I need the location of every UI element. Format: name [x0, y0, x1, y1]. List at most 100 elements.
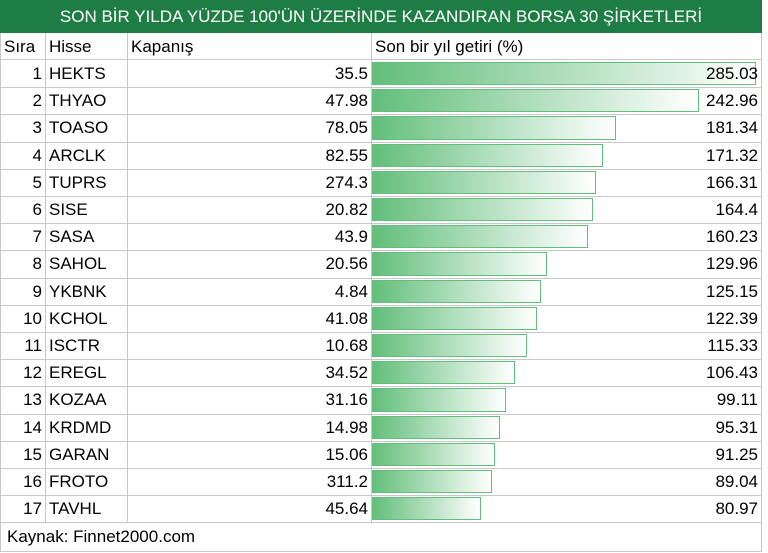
cell: 80.97: [372, 495, 762, 524]
cell: 7: [0, 223, 46, 252]
cell: SISE: [46, 196, 128, 225]
cell: 16: [0, 468, 46, 497]
cell-text: 122.39: [706, 308, 758, 328]
cell-text: 95.31: [715, 417, 758, 437]
cell: 12: [0, 359, 46, 388]
title: SON BİR YILDA YÜZDE 100'ÜN ÜZERİNDE KAZA…: [0, 0, 762, 33]
cell: 43.9: [128, 223, 372, 252]
cell: 242.96: [372, 87, 762, 116]
data-bar: [372, 252, 548, 276]
cell-text: 160.23: [706, 227, 758, 247]
cell-text: 166.31: [706, 172, 758, 192]
cell: 3: [0, 114, 46, 143]
cell: 8: [0, 250, 46, 279]
cell: 10: [0, 304, 46, 333]
cell: 89.04: [372, 468, 762, 497]
source: Kaynak: Finnet2000.com: [0, 522, 762, 552]
data-bar: [372, 415, 501, 439]
cell-text: 125.15: [706, 281, 758, 301]
cell: 41.08: [128, 304, 372, 333]
data-bar: [372, 62, 756, 86]
column-header: Hisse: [46, 33, 128, 60]
cell: 82.55: [128, 141, 372, 170]
cell: SASA: [46, 223, 128, 252]
cell: 115.33: [372, 332, 762, 361]
cell: KCHOL: [46, 304, 128, 333]
cell-text: 115.33: [707, 336, 758, 355]
data-bar: [372, 170, 597, 194]
cell: 15.06: [128, 440, 372, 469]
cell: 13: [0, 386, 46, 415]
cell: YKBNK: [46, 277, 128, 306]
cell: 129.96: [372, 250, 762, 279]
cell: ISCTR: [46, 332, 128, 361]
data-bar: [372, 388, 506, 412]
data-bar: [372, 334, 528, 358]
cell: 34.52: [128, 359, 372, 388]
cell: 4: [0, 141, 46, 170]
cell: 6: [0, 196, 46, 225]
cell-text: 129.96: [706, 254, 758, 274]
cell: 125.15: [372, 277, 762, 306]
data-bar: [372, 225, 588, 249]
cell: FROTO: [46, 468, 128, 497]
cell: 4.84: [128, 277, 372, 306]
cell: GARAN: [46, 440, 128, 469]
data-bar: [372, 442, 495, 466]
cell: 95.31: [372, 413, 762, 442]
data-bar: [372, 470, 492, 494]
column-header: Kapanış: [128, 33, 372, 60]
cell: 160.23: [372, 223, 762, 252]
cell-text: 242.96: [706, 91, 758, 111]
data-bar: [372, 306, 537, 330]
cell: EREGL: [46, 359, 128, 388]
cell-text: 285.03: [706, 64, 758, 83]
cell: 2: [0, 87, 46, 116]
cell: THYAO: [46, 87, 128, 116]
data-bar: [372, 89, 700, 113]
data-bar: [372, 497, 482, 521]
cell: KRDMD: [46, 413, 128, 442]
cell-text: 80.97: [715, 499, 758, 519]
cell: 171.32: [372, 141, 762, 170]
data-bar: [372, 198, 594, 222]
cell: 99.11: [372, 386, 762, 415]
cell-text: 99.11: [716, 390, 758, 410]
cell-text: 106.43: [706, 363, 758, 383]
cell: 166.31: [372, 168, 762, 197]
cell: 285.03: [372, 60, 762, 89]
cell: 45.64: [128, 495, 372, 524]
cell: 181.34: [372, 114, 762, 143]
cell: KOZAA: [46, 386, 128, 415]
cell: 274.3: [128, 168, 372, 197]
cell: 17: [0, 495, 46, 524]
cell-text: 164.4: [715, 200, 758, 219]
column-header: Sıra: [0, 33, 46, 60]
cell: 9: [0, 277, 46, 306]
cell-text: 181.34: [706, 118, 758, 138]
cell: 20.56: [128, 250, 372, 279]
cell: 14.98: [128, 413, 372, 442]
cell: 47.98: [128, 87, 372, 116]
cell: TUPRS: [46, 168, 128, 197]
cell: 11: [0, 332, 46, 361]
column-header: Son bir yıl getiri (%): [372, 33, 762, 60]
cell: HEKTS: [46, 60, 128, 89]
cell-text: 171.32: [706, 145, 758, 165]
cell: 106.43: [372, 359, 762, 388]
cell: 91.25: [372, 440, 762, 469]
cell: 78.05: [128, 114, 372, 143]
cell: 5: [0, 168, 46, 197]
cell-text: 89.04: [715, 472, 758, 491]
cell-text: 91.25: [715, 444, 758, 464]
cell: 20.82: [128, 196, 372, 225]
data-bar: [372, 143, 603, 167]
cell: 14: [0, 413, 46, 442]
cell: ARCLK: [46, 141, 128, 170]
data-bar: [372, 116, 617, 140]
cell: TOASO: [46, 114, 128, 143]
cell: 122.39: [372, 304, 762, 333]
data-bar: [372, 361, 516, 385]
cell: 15: [0, 440, 46, 469]
